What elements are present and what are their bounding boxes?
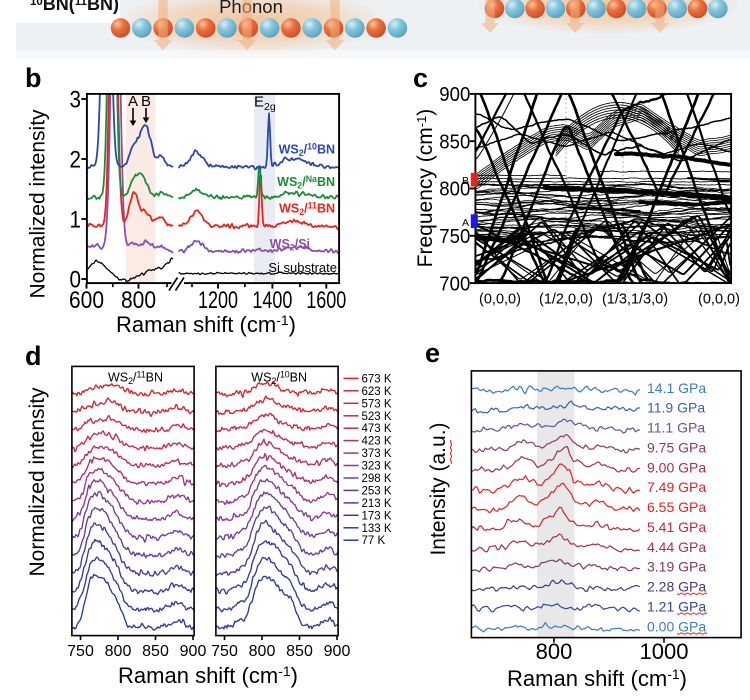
svg-text:750: 750 <box>211 643 238 660</box>
svg-text:11.1 GPa: 11.1 GPa <box>647 420 705 436</box>
svg-text:850: 850 <box>439 131 470 153</box>
svg-text:253 K: 253 K <box>362 485 392 497</box>
svg-text:e: e <box>425 338 440 368</box>
svg-text:1200: 1200 <box>198 287 238 314</box>
svg-text:Raman shift (cm-1): Raman shift (cm-1) <box>116 312 296 337</box>
svg-text:4.44 GPa: 4.44 GPa <box>647 539 706 555</box>
svg-text:77 K: 77 K <box>362 535 386 547</box>
svg-text:WS2/11BN: WS2/11BN <box>279 201 335 218</box>
svg-text:900: 900 <box>439 84 470 106</box>
svg-text:b: b <box>25 63 42 93</box>
svg-text:173 K: 173 K <box>362 510 392 522</box>
svg-text:Normalized intensity: Normalized intensity <box>26 387 49 577</box>
svg-text:213 K: 213 K <box>362 498 392 510</box>
svg-text:3: 3 <box>70 86 82 113</box>
svg-text:9.75 GPa: 9.75 GPa <box>647 439 706 455</box>
svg-text:800: 800 <box>439 179 470 201</box>
svg-text:A: A <box>128 93 138 110</box>
svg-text:800: 800 <box>536 639 573 664</box>
svg-text:600: 600 <box>69 287 104 314</box>
svg-text:473 K: 473 K <box>362 423 392 435</box>
svg-text:5.41 GPa: 5.41 GPa <box>647 519 706 535</box>
svg-text:133 K: 133 K <box>362 523 392 535</box>
svg-text:750: 750 <box>439 226 470 248</box>
svg-text:10BN(11BN): 10BN(11BN) <box>30 0 119 14</box>
svg-text:900: 900 <box>324 643 351 660</box>
svg-text:523 K: 523 K <box>362 411 392 423</box>
svg-text:900: 900 <box>180 643 207 660</box>
svg-text:323 K: 323 K <box>362 461 392 473</box>
svg-text:Intensity (a.u.): Intensity (a.u.) <box>427 422 450 555</box>
svg-text:2.28 GPa: 2.28 GPa <box>647 579 706 595</box>
svg-text:7.49 GPa: 7.49 GPa <box>647 479 706 495</box>
svg-text:800: 800 <box>121 287 156 314</box>
svg-text:0.00 GPa: 0.00 GPa <box>647 618 706 634</box>
svg-text:623 K: 623 K <box>362 386 392 398</box>
svg-text:WS2/NaBN: WS2/NaBN <box>277 174 335 191</box>
svg-text:6.55 GPa: 6.55 GPa <box>647 499 706 515</box>
svg-text:750: 750 <box>67 643 94 660</box>
svg-text:2: 2 <box>70 146 82 173</box>
svg-text:(1/3,1/3,0): (1/3,1/3,0) <box>602 292 668 308</box>
svg-text:c: c <box>413 63 428 93</box>
svg-text:700: 700 <box>439 273 470 295</box>
svg-text:Frequency (cm-1): Frequency (cm-1) <box>414 109 437 268</box>
svg-text:1600: 1600 <box>306 287 346 314</box>
svg-text:1.21 GPa: 1.21 GPa <box>647 599 706 615</box>
svg-text:(0,0,0): (0,0,0) <box>698 292 740 308</box>
svg-text:WS2/11BN: WS2/11BN <box>108 370 163 387</box>
svg-text:0: 0 <box>70 266 82 293</box>
svg-text:WS2/10BN: WS2/10BN <box>251 370 307 387</box>
svg-text:298 K: 298 K <box>362 473 392 485</box>
svg-text:Normalized intensity: Normalized intensity <box>27 109 50 299</box>
svg-text:573 K: 573 K <box>362 398 392 410</box>
svg-text:673 K: 673 K <box>362 373 392 385</box>
svg-text:1: 1 <box>70 206 82 233</box>
svg-text:850: 850 <box>142 643 169 660</box>
svg-text:B: B <box>141 93 151 110</box>
svg-text:850: 850 <box>286 643 313 660</box>
svg-text:423 K: 423 K <box>362 436 392 448</box>
svg-text:(0,0,0): (0,0,0) <box>479 292 521 308</box>
svg-text:B: B <box>462 175 469 187</box>
svg-text:(1/2,0,0): (1/2,0,0) <box>539 292 593 308</box>
svg-text:11.9 GPa: 11.9 GPa <box>647 400 705 416</box>
svg-text:WS2/10BN: WS2/10BN <box>279 142 335 159</box>
svg-text:WS2/Si: WS2/Si <box>270 237 310 253</box>
svg-text:1000: 1000 <box>640 639 689 664</box>
svg-text:3.19 GPa: 3.19 GPa <box>647 559 706 575</box>
svg-text:800: 800 <box>249 643 276 660</box>
svg-text:Raman shift (cm-1): Raman shift (cm-1) <box>507 666 687 691</box>
svg-text:d: d <box>25 341 42 371</box>
svg-text:800: 800 <box>105 643 132 660</box>
svg-text:9.00 GPa: 9.00 GPa <box>647 459 706 475</box>
svg-text:1400: 1400 <box>252 287 292 314</box>
svg-text:Si substrate: Si substrate <box>268 260 337 275</box>
svg-text:A: A <box>462 217 469 229</box>
svg-text:14.1 GPa: 14.1 GPa <box>647 380 706 396</box>
svg-text:Raman shift (cm-1): Raman shift (cm-1) <box>118 663 298 688</box>
svg-text:373 K: 373 K <box>362 448 392 460</box>
